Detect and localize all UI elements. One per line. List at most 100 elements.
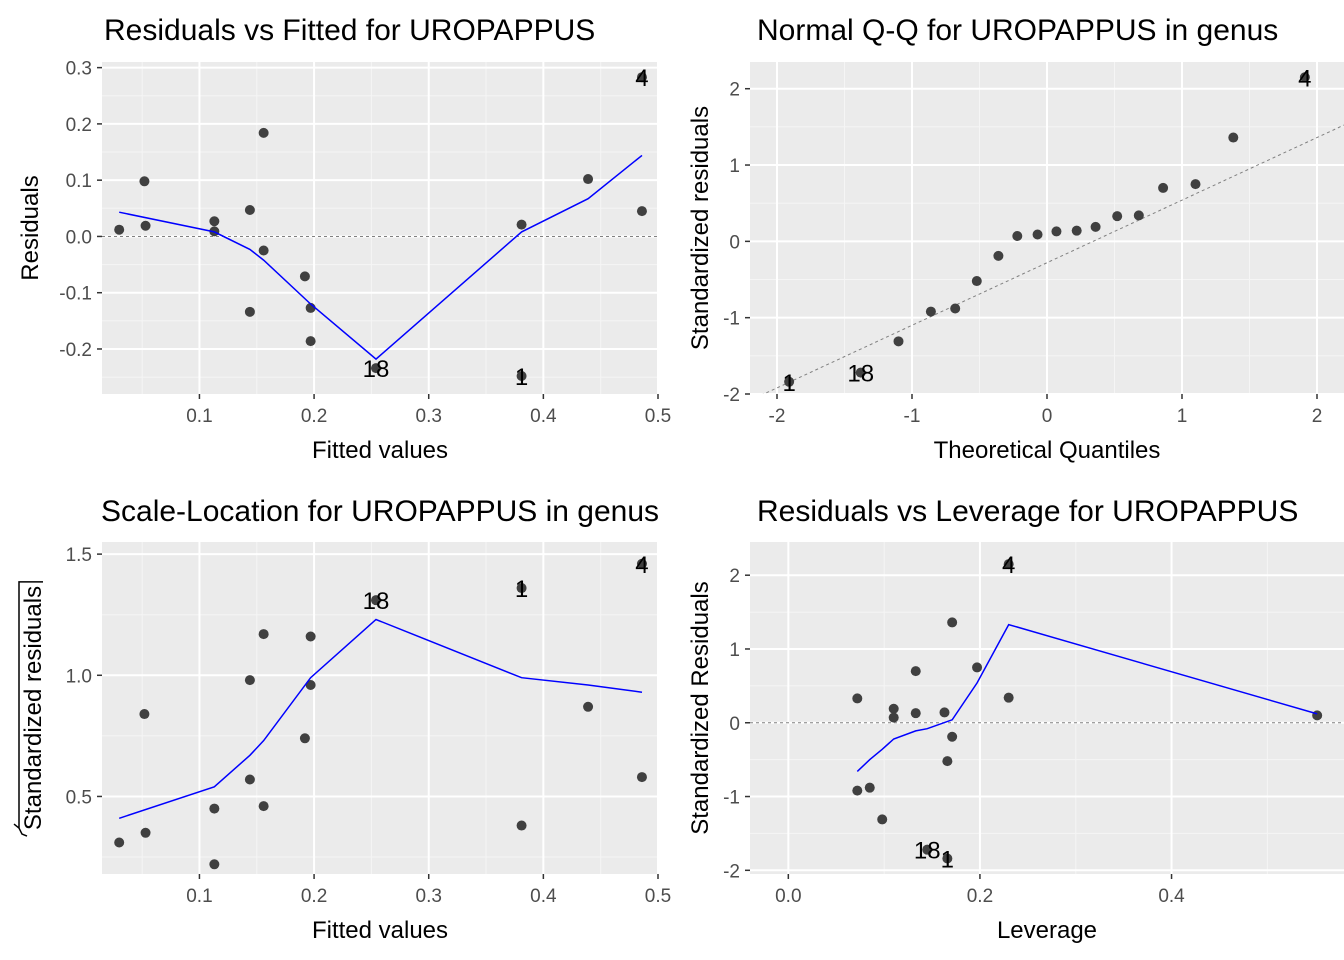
x-axis-title: Theoretical Quantiles [934, 437, 1161, 464]
data-point [1012, 231, 1023, 242]
data-point [1003, 692, 1014, 703]
data-point [370, 363, 381, 374]
x-tick-label: 2 [1312, 406, 1323, 427]
data-point [299, 733, 310, 744]
x-axis-title: Leverage [997, 917, 1097, 944]
data-point [925, 306, 936, 317]
x-axis-title: Fitted values [312, 917, 448, 944]
data-point [583, 701, 594, 712]
x-tick-label: 0.0 [775, 886, 801, 907]
data-point [516, 370, 527, 381]
x-tick-label: 1 [1177, 406, 1188, 427]
y-tick-label: 0.0 [66, 227, 92, 248]
y-tick-label: 0.3 [66, 59, 92, 80]
chart-title: Residuals vs Leverage for UROPAPPUS [757, 495, 1298, 528]
data-point [947, 731, 958, 742]
data-point [939, 707, 950, 718]
plot-area [750, 559, 1344, 864]
x-tick-label: 0.3 [416, 886, 442, 907]
x-tick-label: 0.5 [645, 406, 671, 427]
x-tick-label: 0.4 [530, 886, 557, 907]
point-label: 1 [782, 370, 795, 397]
data-point [244, 306, 255, 317]
data-point [1112, 211, 1123, 222]
data-point [1032, 229, 1043, 240]
chart-rvf: 4 18 1 0.1 0.2 0.3 0.4 0.5 -0.2 -0.1 0.0 0.1 0.2 0.3 R… [17, 14, 671, 464]
y-tick-label: -2 [723, 385, 740, 406]
data-point [947, 617, 958, 628]
data-point [855, 367, 866, 378]
data-point [1071, 225, 1082, 236]
y-tick-label: 1 [729, 640, 740, 661]
data-point [209, 859, 220, 870]
point-label: 4 [635, 552, 648, 579]
data-point [1228, 132, 1239, 143]
data-point [971, 276, 982, 287]
gridlines [102, 542, 658, 874]
x-tick-label: 0.3 [416, 406, 442, 427]
x-tick-label: 0.2 [301, 886, 327, 907]
plot-area [102, 72, 658, 381]
data-point [209, 216, 220, 227]
y-tick-label: -1 [723, 309, 740, 330]
data-point [516, 583, 527, 594]
data-point [922, 844, 933, 855]
data-point [852, 693, 863, 704]
data-point [258, 127, 269, 138]
gridlines [750, 62, 1344, 394]
point-label: 4 [635, 65, 648, 92]
data-point [114, 837, 125, 848]
data-point [258, 801, 269, 812]
data-point [910, 708, 921, 719]
data-point [305, 631, 316, 642]
x-tick-label: 0 [1042, 406, 1053, 427]
data-point [950, 303, 961, 314]
data-point [583, 174, 594, 185]
data-point [139, 709, 150, 720]
data-point [299, 271, 310, 282]
y-axis-title: Standardized residuals [687, 106, 714, 350]
data-point [864, 782, 875, 793]
data-point [209, 803, 220, 814]
data-point [1051, 226, 1062, 237]
data-point [636, 772, 647, 783]
chart-title: Scale-Location for UROPAPPUS in genus [101, 495, 659, 528]
x-tick-label: -2 [769, 406, 786, 427]
data-point [993, 250, 1004, 261]
data-point [370, 595, 381, 606]
data-point [1003, 559, 1014, 570]
y-tick-label: 0 [729, 714, 740, 735]
data-point [1299, 72, 1310, 83]
data-point [942, 756, 953, 767]
point-label: 18 [363, 356, 390, 383]
data-point [258, 629, 269, 640]
data-point [244, 204, 255, 215]
plot-area [114, 558, 647, 870]
data-point [910, 666, 921, 677]
data-point [258, 245, 269, 256]
x-tick-label: 0.1 [186, 406, 212, 427]
data-point [1190, 179, 1201, 190]
y-tick-label: -1 [723, 788, 740, 809]
data-point [1158, 182, 1169, 193]
data-point [784, 376, 795, 387]
x-tick-label: 0.4 [1158, 886, 1185, 907]
qq-reference-line [762, 124, 1344, 394]
smooth-line [118, 618, 643, 820]
data-point [888, 703, 899, 714]
data-point [636, 558, 647, 569]
data-point [877, 814, 888, 825]
data-point [305, 336, 316, 347]
data-point [305, 679, 316, 690]
chart-title: Residuals vs Fitted for UROPAPPUS [104, 14, 595, 47]
data-point [852, 785, 863, 796]
point-label: 4 [1298, 65, 1311, 92]
data-point [942, 853, 953, 864]
data-point [972, 662, 983, 673]
point-label: 1 [941, 847, 954, 874]
data-point [636, 72, 647, 83]
y-tick-label: 1.5 [66, 545, 92, 566]
x-tick-label: 0.2 [967, 886, 993, 907]
smooth-line [856, 623, 1318, 772]
